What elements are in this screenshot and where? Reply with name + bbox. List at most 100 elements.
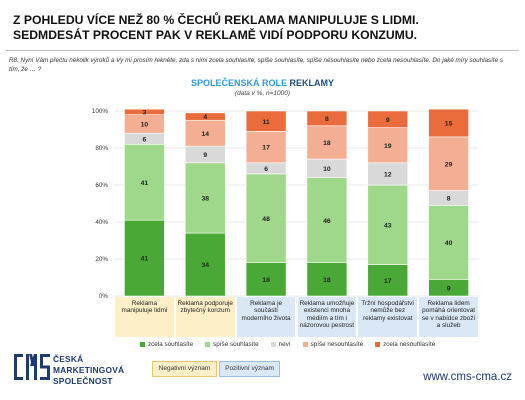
data-label: 18 <box>323 277 331 284</box>
x-category-label-line: zbytečný konzum <box>180 307 230 315</box>
bar-segment <box>124 108 165 116</box>
x-category-label-line: a služeb <box>436 322 461 330</box>
legend-item: spíše souhlasíte <box>205 341 259 348</box>
x-category-label: Reklama umožňuje existenci mnoha médiím a … <box>297 297 357 337</box>
bar-segment <box>124 219 165 297</box>
legend-label: neví <box>278 341 291 348</box>
bar-segment <box>245 173 287 263</box>
x-category-label-line: reklamy existovat <box>363 314 413 322</box>
legend-swatch <box>302 342 308 347</box>
y-tick-label: 20% <box>95 256 108 263</box>
logo-line-3: SPOLEČNOST <box>53 376 113 386</box>
y-tick-label: 100% <box>92 108 109 115</box>
data-label: 17 <box>262 145 270 152</box>
bar-segment <box>184 112 226 121</box>
header-divider <box>6 50 519 51</box>
data-label: 8 <box>447 196 451 203</box>
data-label: 9 <box>447 285 451 292</box>
positive-meaning-key: Pozitivní význam <box>219 361 280 377</box>
bar-segment <box>367 264 409 297</box>
x-category-label-line: moderního života <box>241 314 291 322</box>
chart-subtitle: (data v %, n=1000) <box>234 90 291 97</box>
legend-swatch <box>270 342 276 347</box>
chart-title-part-2: REKLAMY <box>289 78 335 88</box>
x-category-label-line: nemůže bez <box>370 307 406 315</box>
data-label: 29 <box>445 161 453 168</box>
data-label: 46 <box>323 218 331 225</box>
data-label: 17 <box>384 278 392 285</box>
x-category-label-line: pomáhá orientovat <box>422 307 476 315</box>
data-label: 3 <box>143 110 147 117</box>
survey-question: R8. Nyní Vám přečtu několik výroků a Vy … <box>9 57 504 73</box>
legend-item: spíše nesouhlasíte <box>302 341 364 348</box>
x-category-label-line: se v nabídce zboží <box>421 314 476 322</box>
x-category-label-line: Reklama umožňuje <box>299 300 355 307</box>
x-category-label-line: součástí <box>254 307 278 315</box>
bar-segment <box>124 144 165 221</box>
bar-segment <box>306 110 348 127</box>
headline-line-1: Z POHLEDU VÍCE NEŽ 80 % ČECHŮ REKLAMA MA… <box>13 13 419 27</box>
x-category-label-line: existenci mnoha <box>303 307 350 315</box>
data-label: 9 <box>386 117 390 124</box>
x-category-label-line: Reklama podporuje <box>177 300 233 307</box>
headline-line-2: SEDMDESÁT PROCENT PAK V REKLAMĚ VIDÍ POD… <box>13 27 418 42</box>
legend-label: spíše nesouhlasíte <box>310 341 364 348</box>
legend-label: zcela souhlasíte <box>148 341 194 348</box>
legend-item: zcela nesouhlasíte <box>375 341 435 348</box>
legend-swatch <box>205 342 211 347</box>
legend-swatch <box>140 342 145 347</box>
data-label: 6 <box>143 136 147 143</box>
x-category-label-line: Reklama lidem <box>427 300 470 307</box>
logo-text: ČESKÁ MARKETINGOVÁ SPOLEČNOST <box>53 354 124 387</box>
x-category-label-line: Reklama je <box>250 300 283 307</box>
data-label: 14 <box>201 131 209 138</box>
x-category-label-line: názorovou pestrost <box>299 322 355 330</box>
legend-item: neví <box>270 341 291 348</box>
y-tick-label: 60% <box>95 182 108 189</box>
logo-line-1: ČESKÁ <box>53 354 84 364</box>
data-label: 4 <box>203 114 207 121</box>
data-label: 15 <box>445 121 453 128</box>
logo-line-2: MARKETINGOVÁ <box>53 365 125 375</box>
bar-segment <box>306 262 348 297</box>
bar-segment <box>367 110 409 128</box>
x-category-label-line: manipuluje lidmi <box>121 307 168 315</box>
data-label: 11 <box>262 119 269 126</box>
x-category-label: Tržní hospodářství nemůže bez reklamy exis… <box>358 297 418 337</box>
legend-item: zcela souhlasíte <box>140 341 193 348</box>
data-label: 8 <box>325 116 329 123</box>
data-label: 43 <box>384 222 392 229</box>
data-label: 6 <box>264 166 268 173</box>
x-category-label: Reklama manipuluje lidmi <box>115 297 174 337</box>
chart-title-part-1: SPOLEČENSKÁ ROLE <box>190 78 287 88</box>
bar-segment <box>184 119 226 147</box>
x-category-label-line: Reklama <box>131 300 158 307</box>
data-label: 40 <box>445 240 453 247</box>
bar-segment <box>428 136 469 191</box>
negative-meaning-key: Negativní význam <box>152 361 217 377</box>
data-label: 10 <box>323 166 331 173</box>
data-label: 38 <box>201 196 209 203</box>
bar-segment <box>306 177 348 264</box>
y-tick-label: 80% <box>95 145 108 152</box>
data-label: 41 <box>141 256 149 263</box>
bar-segment <box>428 108 469 138</box>
website-link[interactable]: www.cms-cma.cz <box>423 371 512 383</box>
legend-label: spíše souhlasíte <box>213 341 259 348</box>
bar-segment <box>184 232 226 297</box>
data-label: 34 <box>201 262 209 269</box>
x-category-label: Reklama je součástí moderního života <box>236 297 296 337</box>
legend-label: zcela nesouhlasíte <box>383 341 436 348</box>
headline: Z POHLEDU VÍCE NEŽ 80 % ČECHŮ REKLAMA MA… <box>13 13 513 42</box>
x-category-label-line: médiím a tím i <box>306 314 347 322</box>
y-tick-label: 40% <box>95 219 108 226</box>
data-label: 9 <box>203 152 207 159</box>
bar-segment <box>184 162 226 234</box>
x-category-label: Reklama podporuje zbytečný konzum <box>175 297 235 337</box>
chart-legend: zcela souhlasíte spíše souhlasíte neví spíš… <box>140 341 435 348</box>
data-label: 41 <box>141 180 149 187</box>
bar-segment <box>428 205 469 280</box>
data-label: 18 <box>262 277 270 284</box>
y-tick-label: 0% <box>99 293 109 300</box>
